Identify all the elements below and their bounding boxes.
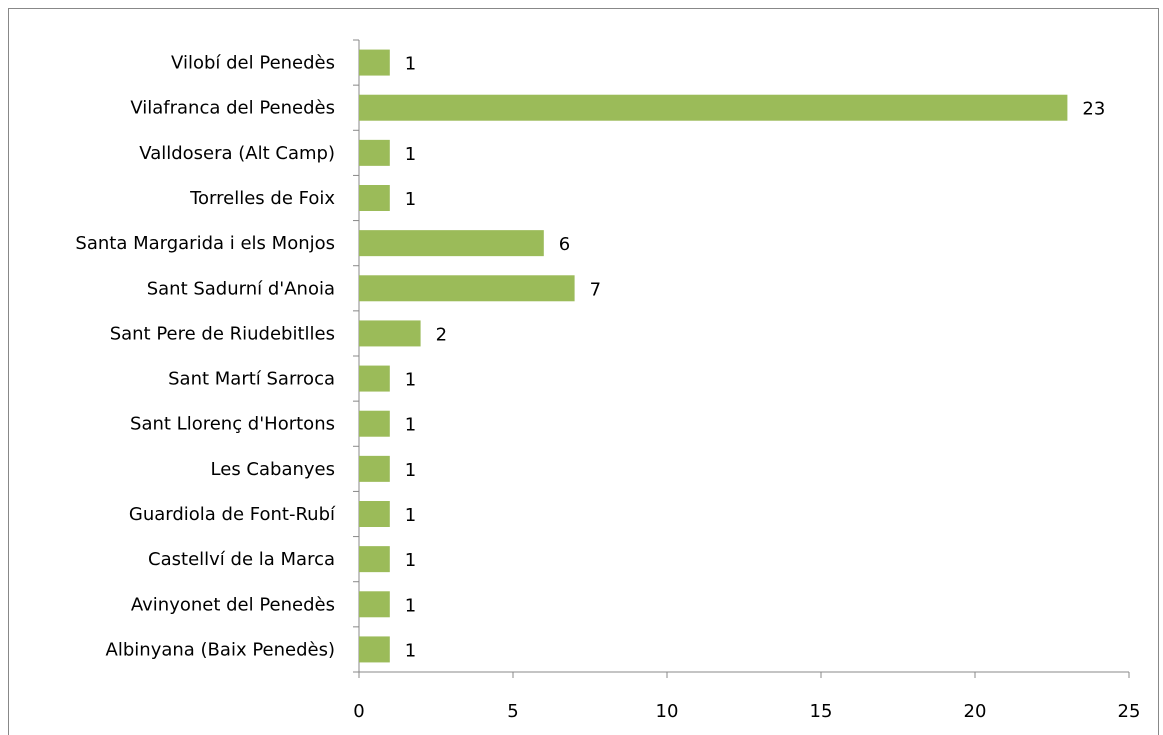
value-label: 7 bbox=[590, 279, 601, 300]
bar bbox=[359, 275, 575, 302]
value-label: 1 bbox=[405, 550, 416, 571]
bar bbox=[359, 49, 390, 76]
bar bbox=[359, 320, 421, 347]
x-tick-label: 5 bbox=[507, 701, 518, 722]
value-label: 1 bbox=[405, 415, 416, 436]
bar bbox=[359, 185, 390, 211]
y-tick-label: Torrelles de Foix bbox=[189, 188, 335, 209]
value-label: 1 bbox=[405, 460, 416, 481]
y-tick-label: Albinyana (Baix Penedès) bbox=[106, 639, 335, 660]
value-label: 2 bbox=[436, 324, 447, 345]
value-label: 1 bbox=[405, 144, 416, 165]
y-tick-label: Sant Llorenç d'Hortons bbox=[130, 414, 335, 435]
y-tick-label: Santa Margarida i els Monjos bbox=[75, 233, 335, 254]
bar bbox=[359, 546, 390, 573]
y-tick-label: Guardiola de Font-Rubí bbox=[129, 504, 336, 525]
y-tick-label: Sant Martí Sarroca bbox=[168, 369, 335, 390]
bar bbox=[359, 591, 390, 618]
value-label: 6 bbox=[559, 234, 570, 255]
bar bbox=[359, 410, 390, 437]
bar bbox=[359, 501, 390, 527]
value-label: 1 bbox=[405, 54, 416, 75]
y-tick-label: Valldosera (Alt Camp) bbox=[139, 143, 335, 164]
x-tick-label: 15 bbox=[810, 701, 833, 722]
y-tick-label: Vilafranca del Penedès bbox=[130, 98, 335, 119]
y-tick-label: Sant Sadurní d'Anoia bbox=[147, 278, 335, 299]
value-label: 1 bbox=[405, 505, 416, 526]
value-label: 1 bbox=[405, 189, 416, 210]
bar bbox=[359, 636, 390, 663]
x-tick-label: 0 bbox=[353, 701, 364, 722]
value-label: 1 bbox=[405, 370, 416, 391]
x-tick-label: 20 bbox=[964, 701, 987, 722]
x-tick-label: 10 bbox=[656, 701, 679, 722]
bar bbox=[359, 94, 1068, 121]
y-tick-label: Vilobí del Penedès bbox=[171, 53, 335, 74]
y-tick-label: Castellví de la Marca bbox=[148, 549, 335, 570]
value-label: 1 bbox=[405, 640, 416, 661]
bar bbox=[359, 139, 390, 166]
y-tick-label: Avinyonet del Penedès bbox=[131, 594, 335, 615]
chart-frame bbox=[8, 8, 1159, 735]
value-label: 1 bbox=[405, 595, 416, 616]
value-label: 23 bbox=[1082, 99, 1105, 120]
y-tick-label: Les Cabanyes bbox=[211, 459, 335, 480]
bar bbox=[359, 230, 544, 257]
y-tick-label: Sant Pere de Riudebitlles bbox=[110, 323, 335, 344]
bar bbox=[359, 455, 390, 482]
x-tick-label: 25 bbox=[1118, 701, 1141, 722]
bar bbox=[359, 365, 390, 392]
